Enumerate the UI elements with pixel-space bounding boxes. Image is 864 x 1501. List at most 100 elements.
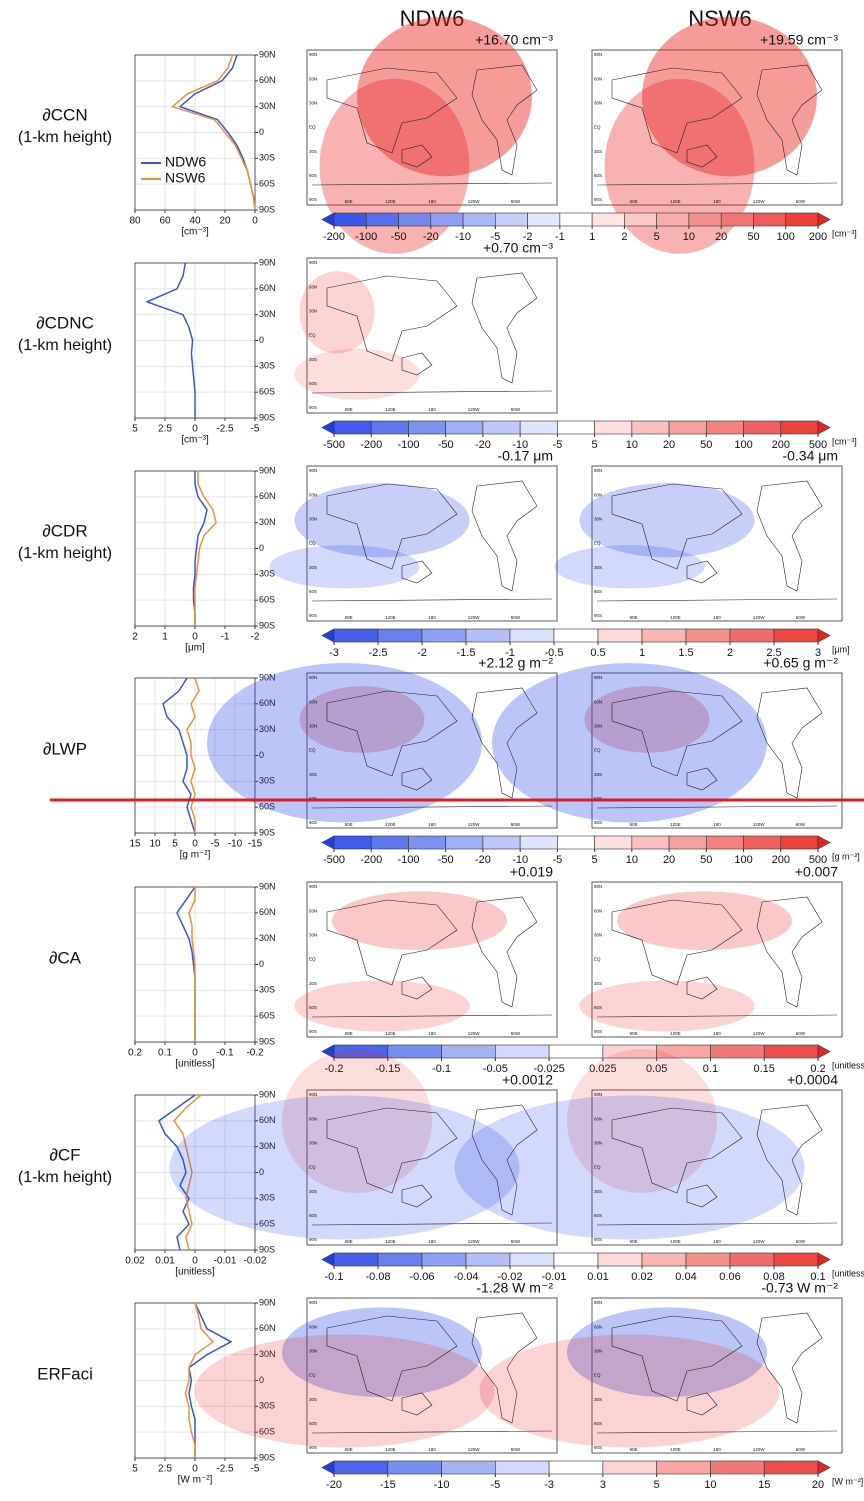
map-lon-label: 60W (511, 822, 521, 827)
map-lat-label: 90N (309, 260, 317, 265)
colorbar-block (729, 1252, 775, 1267)
map-lat-label: 60S (309, 589, 317, 594)
map: 90N 60N 30N EQ 30S 60S 90S 60E 120E 180 120W 60W (207, 663, 558, 829)
x-tick-label: 20 (219, 216, 231, 227)
colorbar-block (333, 1460, 389, 1475)
colorbar-tick-label: -50 (438, 439, 454, 451)
colorbar-block (763, 1460, 819, 1475)
map-shading (194, 1334, 495, 1448)
map-lat-label: 90N (309, 1092, 317, 1097)
profile-line (162, 677, 196, 834)
x-tick-label: 80 (129, 216, 141, 227)
x-axis-label: [unitless] (175, 1267, 215, 1278)
colorbar-tick-label: 100 (734, 854, 752, 866)
map-lat-label: 90S (594, 613, 602, 618)
map-lat-label: EQ (309, 125, 316, 130)
colorbar-block (377, 1252, 423, 1267)
colorbar-block (509, 1252, 555, 1267)
map-lat-label: 30S (309, 772, 317, 777)
legend-label: NSW6 (165, 170, 206, 186)
x-tick-label: 0 (192, 1048, 198, 1059)
colorbar-tick-label: 10 (683, 231, 695, 243)
map-lon-label: 180 (428, 1031, 436, 1036)
map-lat-label: 90S (309, 1445, 317, 1450)
colorbar-tick-label: -200 (323, 231, 345, 243)
colorbar-block (817, 420, 831, 435)
colorbar-block (387, 1460, 442, 1475)
colorbar-tick-label: -0.05 (483, 1063, 508, 1075)
map-title: -0.34 μm (782, 448, 838, 464)
colorbar-block (482, 835, 521, 850)
colorbar-tick-label: -2 (417, 647, 427, 659)
colorbar-tick-label: -0.01 (541, 1271, 566, 1283)
colorbar-tick-label: -100 (397, 439, 419, 451)
y-tick-label: 0 (259, 1375, 264, 1385)
map-title: +0.019 (510, 864, 553, 880)
profile-line (170, 54, 256, 211)
coastline (401, 144, 433, 168)
coastline (596, 1222, 838, 1226)
y-tick-label: 90S (259, 620, 275, 630)
coastline (311, 1430, 553, 1434)
colorbar-tick-label: 0.15 (754, 1063, 775, 1075)
map-lon-label: 60E (345, 1239, 353, 1244)
x-tick-label: -0.2 (246, 1048, 264, 1059)
map: 90N 60N 30N EQ 30S 60S 90S 60E 120E 180 120W 60W (194, 1297, 558, 1454)
colorbar-tick-label: -1.5 (457, 647, 476, 659)
colorbar-tick-label: -200 (360, 439, 382, 451)
x-tick-label: 2 (132, 632, 138, 643)
map-shading (207, 663, 482, 823)
colorbar-tick-label: -0.025 (534, 1063, 565, 1075)
colorbar-block (641, 1252, 687, 1267)
colorbar-block (685, 1252, 731, 1267)
colorbar-tick-label: 5 (592, 439, 598, 451)
colorbar-block (495, 1044, 550, 1059)
map-lat-label: 30S (594, 1397, 602, 1402)
colorbar-block (519, 835, 558, 850)
map-lat-label: 90N (594, 468, 602, 473)
x-tick-label: 0.01 (155, 1256, 175, 1267)
x-axis-label: [cm⁻³] (181, 435, 209, 446)
coastline (686, 976, 718, 1000)
colorbar-block (729, 628, 775, 643)
colorbar-block (430, 212, 464, 227)
coastline (686, 1184, 718, 1208)
map-lat-label: 30S (594, 772, 602, 777)
colorbar-tick-label: 200 (809, 231, 827, 243)
rows: ∂CCN(1-km height)80 60 40 20 090N60N30N030S6… (18, 16, 864, 1491)
coastline (311, 1014, 553, 1018)
map-shading (299, 686, 425, 753)
colorbar-tick-label: -200 (360, 854, 382, 866)
row-sublabel: (1-km height) (18, 129, 112, 146)
colorbar-tick-label: 3 (600, 1479, 606, 1491)
map-lon-label: 60E (345, 615, 353, 620)
map-lon-label: 60W (511, 407, 521, 412)
y-tick-label: 60S (259, 1219, 275, 1229)
map-lat-label: 30S (594, 1189, 602, 1194)
map: 90N 60N 30N EQ 30S 60S 90S 60E 120E 180 120W 60W (269, 465, 558, 622)
map-shading (332, 891, 507, 951)
colorbar-tick-label: -1 (505, 647, 515, 659)
map-lat-label: EQ (594, 748, 601, 753)
map: 90N 60N 30N EQ 30S 60S 90S 60E 120E 180 120W 60W (579, 881, 843, 1038)
coastline (596, 1430, 838, 1434)
map-lon-label: 60W (796, 822, 806, 827)
map-lat-label: 60S (309, 381, 317, 386)
map-lon-label: 60E (630, 615, 638, 620)
coastline (401, 560, 433, 584)
map-lat-label: 90N (309, 468, 317, 473)
y-tick-label: 60N (259, 283, 276, 293)
row-label: ∂CDR (42, 521, 87, 540)
map-lat-label: 30S (309, 981, 317, 986)
y-tick-label: 60N (259, 1323, 276, 1333)
x-axis-label: [μm] (185, 643, 205, 654)
coastline (611, 67, 743, 154)
colorbar-tick-label: -10 (512, 854, 528, 866)
colorbar-block (773, 1252, 819, 1267)
profile-line (158, 1094, 196, 1251)
map-shading (554, 545, 705, 589)
coastline (756, 64, 823, 176)
map-lat-label: 30S (594, 149, 602, 154)
map-lon-label: 120E (385, 615, 396, 620)
